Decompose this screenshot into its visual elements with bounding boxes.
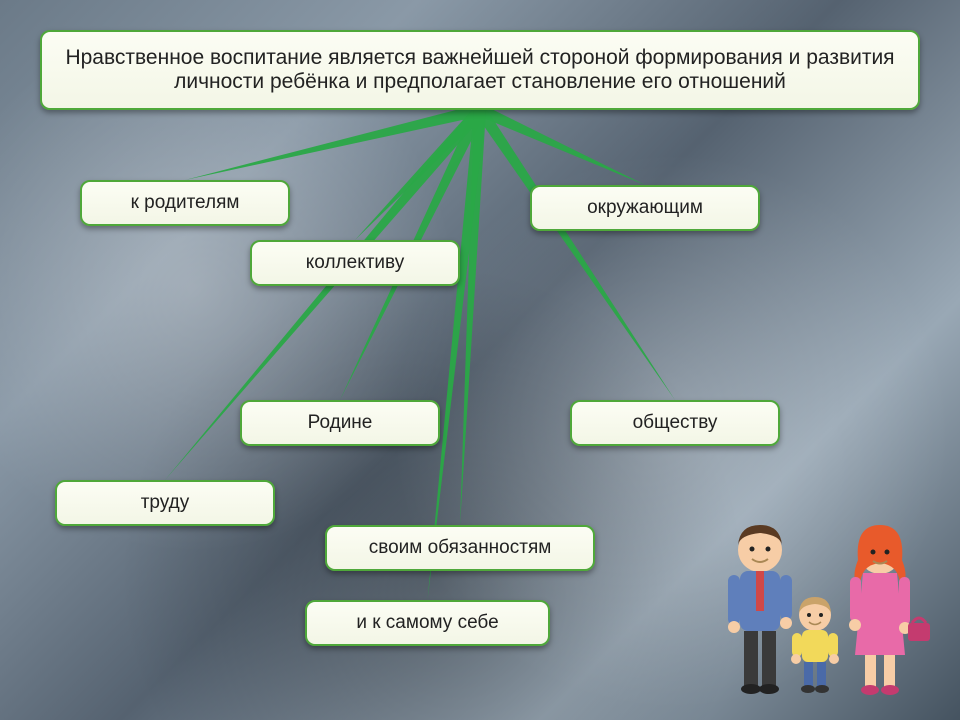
node-label: окружающим	[587, 197, 703, 219]
family-svg	[700, 505, 940, 705]
title-box: Нравственное воспитание является важнейш…	[40, 30, 920, 110]
dad-figure	[728, 525, 792, 694]
node-label: обществу	[633, 412, 718, 434]
node-homeland: Родине	[240, 400, 440, 446]
node-label: коллективу	[306, 252, 404, 274]
node-society: обществу	[570, 400, 780, 446]
node-label: Родине	[308, 412, 373, 434]
node-label: труду	[141, 492, 190, 514]
diagram-stage: Нравственное воспитание является важнейш…	[0, 0, 960, 720]
node-team: коллективу	[250, 240, 460, 286]
node-label: к родителям	[131, 192, 240, 214]
node-self: и к самому себе	[305, 600, 550, 646]
node-label: своим обязанностям	[369, 537, 552, 559]
mom-figure	[849, 525, 930, 695]
node-parents: к родителям	[80, 180, 290, 226]
child-figure	[791, 597, 839, 693]
node-label: и к самому себе	[356, 612, 498, 634]
node-around: окружающим	[530, 185, 760, 231]
family-illustration	[700, 505, 940, 705]
node-duties: своим обязанностям	[325, 525, 595, 571]
node-labor: труду	[55, 480, 275, 526]
title-text: Нравственное воспитание является важнейш…	[54, 46, 906, 94]
